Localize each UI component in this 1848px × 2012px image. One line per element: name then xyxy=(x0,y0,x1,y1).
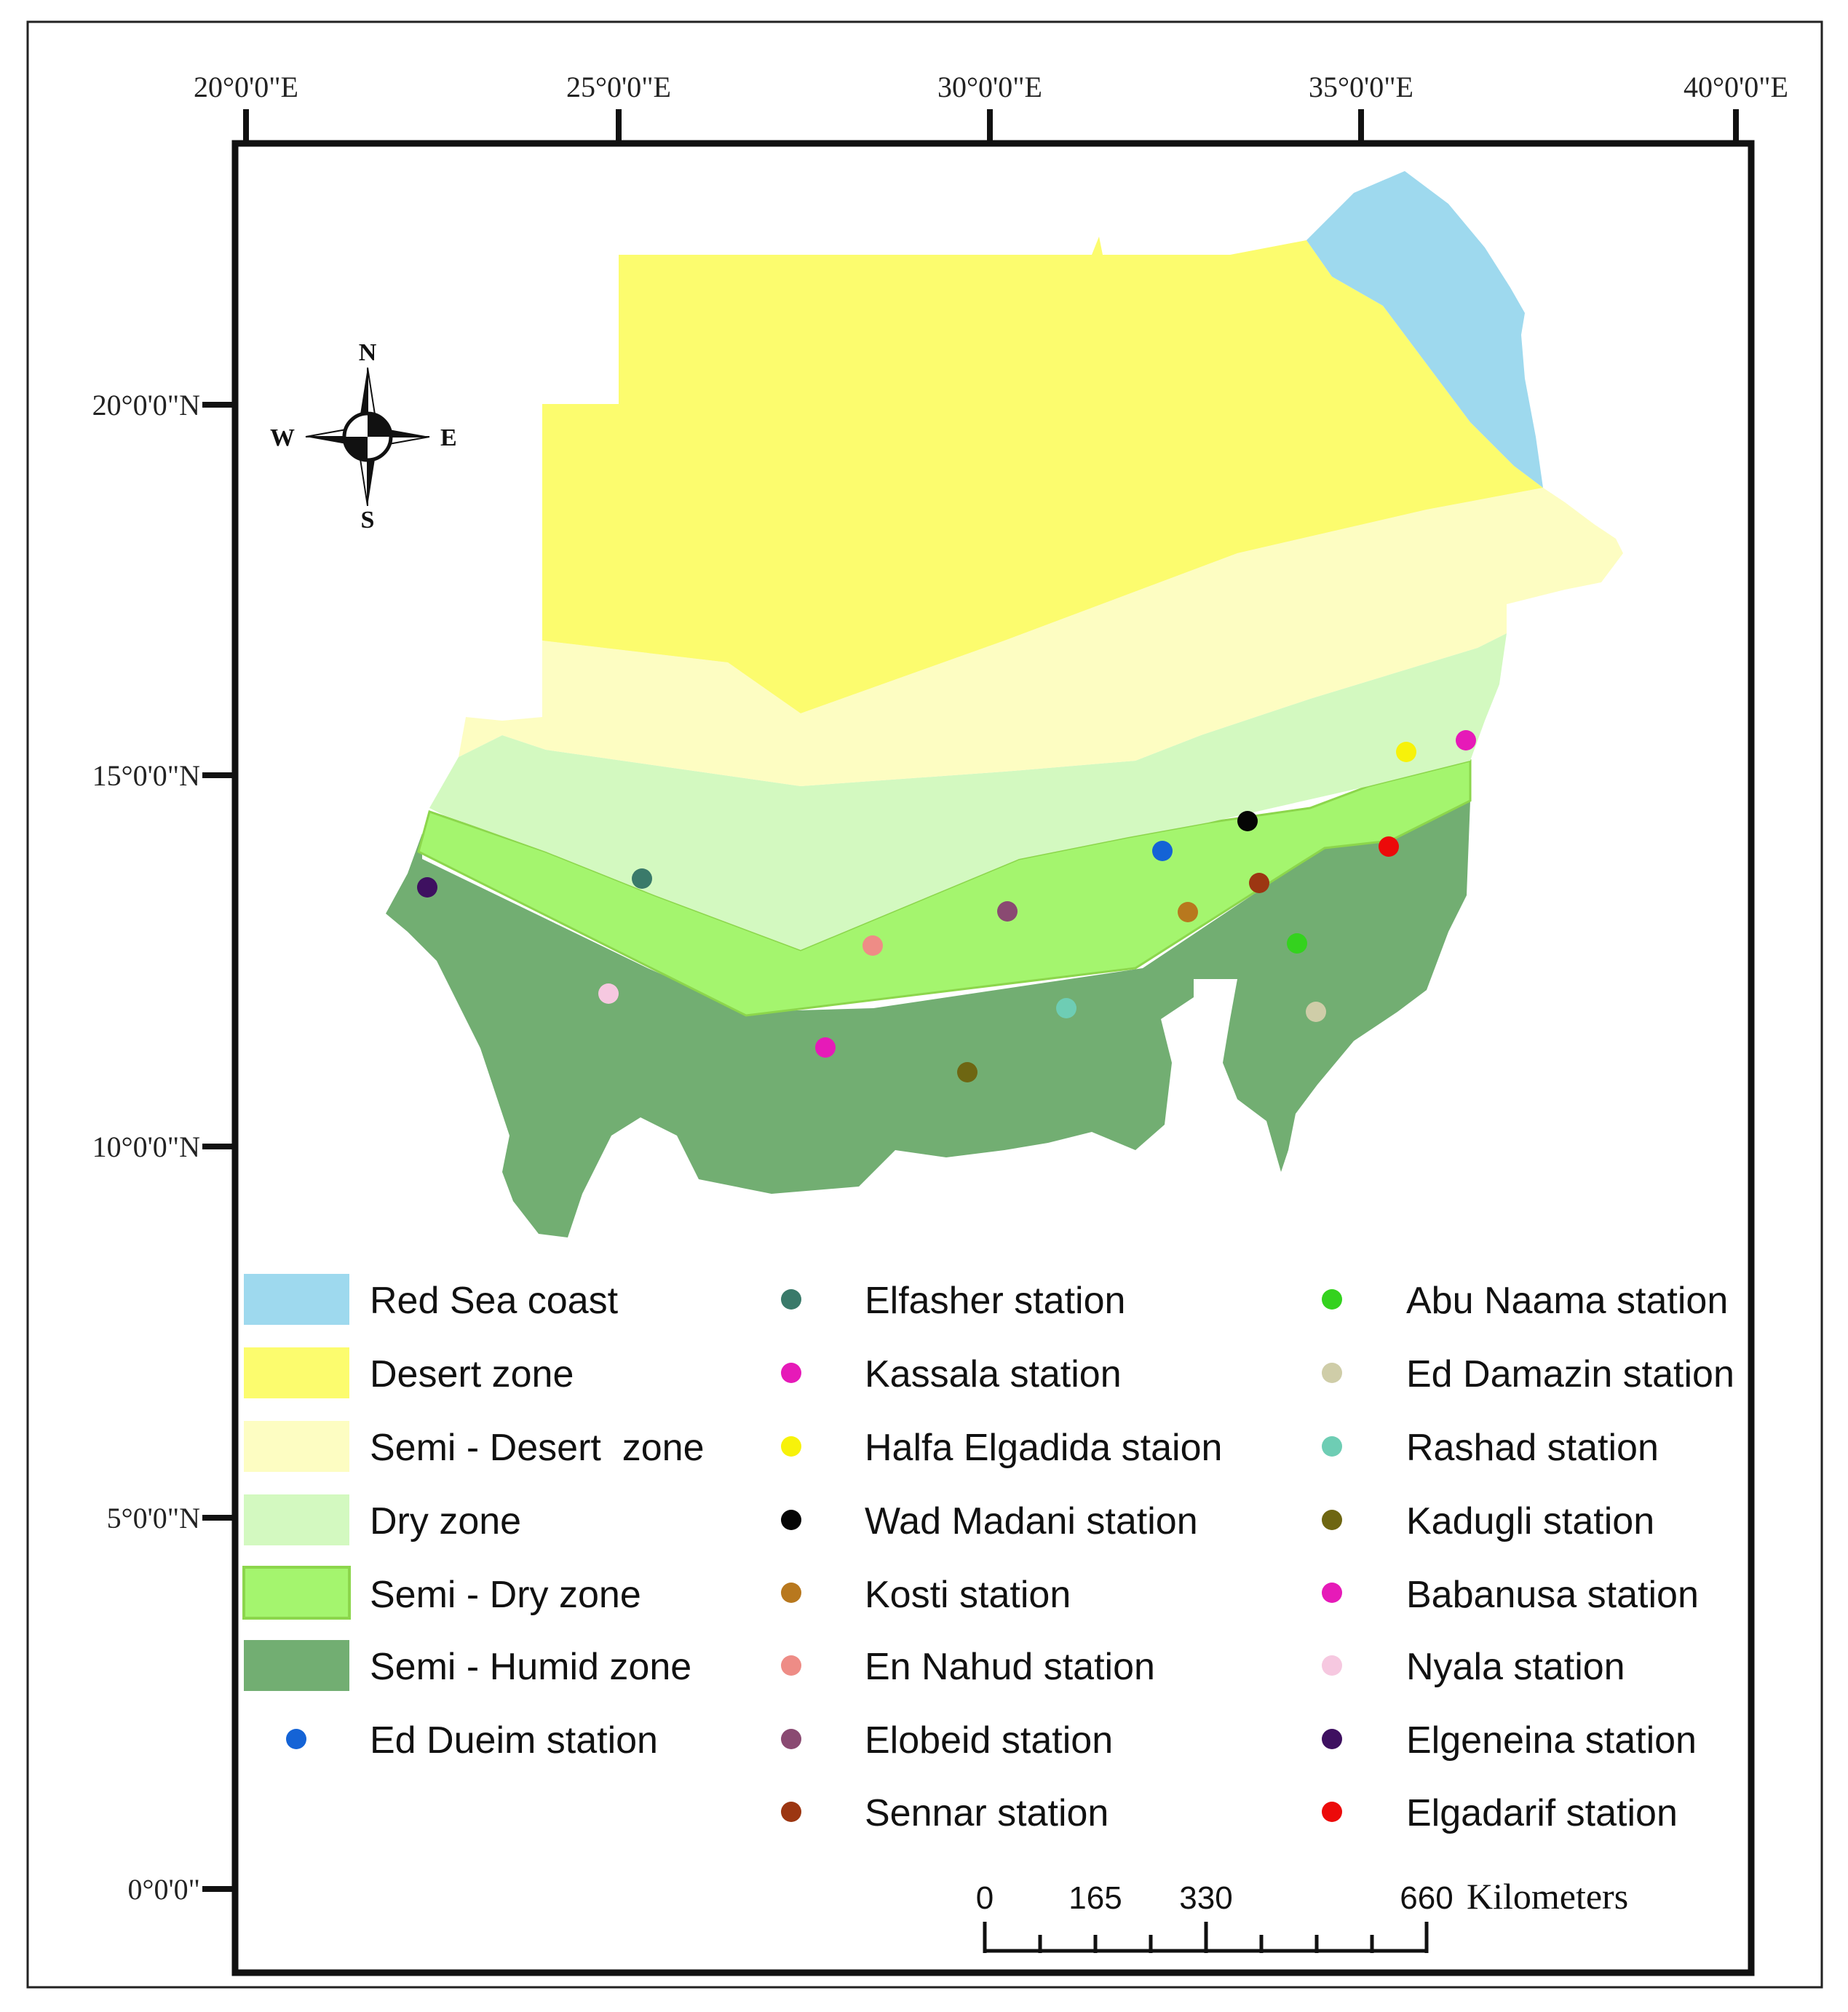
station-dot-abu-naama xyxy=(1287,933,1307,954)
scale-label-330: 330 xyxy=(1179,1880,1232,1916)
lon-label-40: 40°0'0"E xyxy=(1684,71,1788,103)
station-dot-elgeneina xyxy=(417,877,437,898)
station-dot-ed-damazin xyxy=(1306,1002,1326,1022)
legend-dot-halfa-elgadida xyxy=(781,1436,801,1457)
station-dot-wad-madani xyxy=(1237,811,1258,831)
legend-swatch-dry-zone xyxy=(244,1494,349,1545)
legend-label-babanusa: Babanusa station xyxy=(1406,1574,1699,1616)
outer-frame xyxy=(26,20,1823,1989)
semi-humid-zone-area xyxy=(386,801,1470,1237)
lon-label-25: 25°0'0"E xyxy=(566,71,671,103)
legend-swatch-semi-desert-zone xyxy=(244,1421,349,1472)
desert-zone-area xyxy=(542,237,1543,713)
legend-label-rashad: Rashad station xyxy=(1406,1427,1659,1469)
legend-label-wad-madani: Wad Madani station xyxy=(865,1500,1198,1542)
legend-label-dry-zone: Dry zone xyxy=(370,1500,521,1542)
station-dot-en-nahud xyxy=(862,935,883,956)
legend-swatch-semi-dry-zone xyxy=(242,1566,351,1620)
station-dot-babanusa xyxy=(815,1037,836,1058)
legend-label-ed-damazin: Ed Damazin station xyxy=(1406,1353,1734,1395)
station-dot-nyala xyxy=(598,983,619,1004)
legend-swatch-semi-humid-zone xyxy=(244,1640,349,1691)
scale-label-165: 165 xyxy=(1068,1880,1122,1916)
legend-dot-elobeid xyxy=(781,1729,801,1749)
legend-dot-rashad xyxy=(1322,1436,1342,1457)
legend-label-elfasher: Elfasher station xyxy=(865,1280,1125,1322)
lon-label-20: 20°0'0"E xyxy=(194,71,298,103)
lat-label-15: 15°0'0"N xyxy=(92,759,200,792)
compass-rose: N S E W xyxy=(270,339,457,534)
legend-label-red-sea-coast: Red Sea coast xyxy=(370,1280,619,1322)
legend-label-nyala: Nyala station xyxy=(1406,1646,1625,1688)
legend-label-kassala: Kassala station xyxy=(865,1353,1122,1395)
legend-label-elobeid: Elobeid station xyxy=(865,1719,1113,1762)
compass-label-w: W xyxy=(270,424,295,451)
lon-label-30: 30°0'0"E xyxy=(937,71,1042,103)
compass-label-n: N xyxy=(359,339,377,366)
station-dot-elfasher xyxy=(632,868,652,889)
legend-dot-wad-madani xyxy=(781,1510,801,1530)
station-dot-halfa-elgadida xyxy=(1396,742,1416,762)
semi-desert-zone-area xyxy=(459,488,1623,786)
lat-label-0: 0°0'0" xyxy=(127,1873,200,1906)
legend-dot-kassala xyxy=(781,1363,801,1383)
scale-bar: 0 165 330 660 Kilometers xyxy=(976,1876,1628,1953)
legend-dot-elgeneina xyxy=(1322,1729,1342,1749)
legend-dot-ed-damazin xyxy=(1322,1363,1342,1383)
station-dot-rashad xyxy=(1056,998,1076,1018)
station-dot-ed-dueim xyxy=(1152,841,1173,861)
scale-label-0: 0 xyxy=(976,1880,994,1916)
station-dot-sennar xyxy=(1249,873,1269,893)
legend-label-semi-humid-zone: Semi - Humid zone xyxy=(370,1646,691,1688)
station-dot-kadugli xyxy=(957,1062,977,1082)
legend-label-elgeneina: Elgeneina station xyxy=(1406,1719,1697,1762)
legend-label-elgadarif: Elgadarif station xyxy=(1406,1792,1678,1834)
legend-swatch-desert-zone xyxy=(244,1347,349,1398)
station-dot-kosti xyxy=(1178,902,1198,922)
legend-label-kosti: Kosti station xyxy=(865,1574,1071,1616)
lat-label-10: 10°0'0"N xyxy=(92,1130,200,1163)
legend-swatch-red-sea-coast xyxy=(244,1274,349,1325)
legend-label-semi-desert-zone: Semi - Desert zone xyxy=(370,1427,705,1469)
station-dot-elgadarif xyxy=(1379,836,1399,857)
legend-stations-col3: Abu Naama station Ed Damazin station Ras… xyxy=(1322,1280,1734,1834)
legend-dot-abu-naama xyxy=(1322,1289,1342,1310)
red-sea-coast-area xyxy=(1306,171,1543,488)
lat-label-20: 20°0'0"N xyxy=(92,389,200,421)
legend-dot-elgadarif xyxy=(1322,1802,1342,1822)
lat-label-5: 5°0'0"N xyxy=(107,1502,200,1534)
legend-zones: Red Sea coast Desert zone Semi - Desert … xyxy=(242,1274,705,1762)
legend-dot-ed-dueim xyxy=(286,1729,306,1749)
legend-label-sennar: Sennar station xyxy=(865,1792,1109,1834)
legend-dot-elfasher xyxy=(781,1289,801,1310)
compass-label-s: S xyxy=(361,507,375,534)
legend-dot-en-nahud xyxy=(781,1655,801,1676)
legend-stations-col2: Elfasher station Kassala station Halfa E… xyxy=(781,1280,1222,1834)
legend-dot-kosti xyxy=(781,1583,801,1603)
lon-label-35: 35°0'0"E xyxy=(1309,71,1413,103)
compass-label-e: E xyxy=(440,424,457,451)
legend-label-en-nahud: En Nahud station xyxy=(865,1646,1155,1688)
scale-unit-label: Kilometers xyxy=(1467,1876,1628,1917)
legend-dot-sennar xyxy=(781,1802,801,1822)
legend-label-semi-dry-zone: Semi - Dry zone xyxy=(370,1574,641,1616)
station-dot-kassala xyxy=(1456,730,1476,750)
dry-zone-area xyxy=(429,633,1507,950)
legend-label-desert-zone: Desert zone xyxy=(370,1353,574,1395)
legend-dot-kadugli xyxy=(1322,1510,1342,1530)
station-dot-elobeid xyxy=(997,901,1018,922)
latitude-axis xyxy=(202,402,235,1892)
scale-label-660: 660 xyxy=(1400,1880,1453,1916)
legend-label-kadugli: Kadugli station xyxy=(1406,1500,1654,1542)
legend-dot-nyala xyxy=(1322,1655,1342,1676)
zone-layer xyxy=(386,171,1623,1237)
legend-dot-babanusa xyxy=(1322,1583,1342,1603)
legend-label-ed-dueim: Ed Dueim station xyxy=(370,1719,658,1762)
map-frame xyxy=(231,140,1755,1976)
longitude-axis xyxy=(243,109,1739,143)
legend-label-halfa-elgadida: Halfa Elgadida staion xyxy=(865,1427,1222,1469)
station-markers xyxy=(417,730,1476,1082)
legend-label-abu-naama: Abu Naama station xyxy=(1406,1280,1728,1322)
